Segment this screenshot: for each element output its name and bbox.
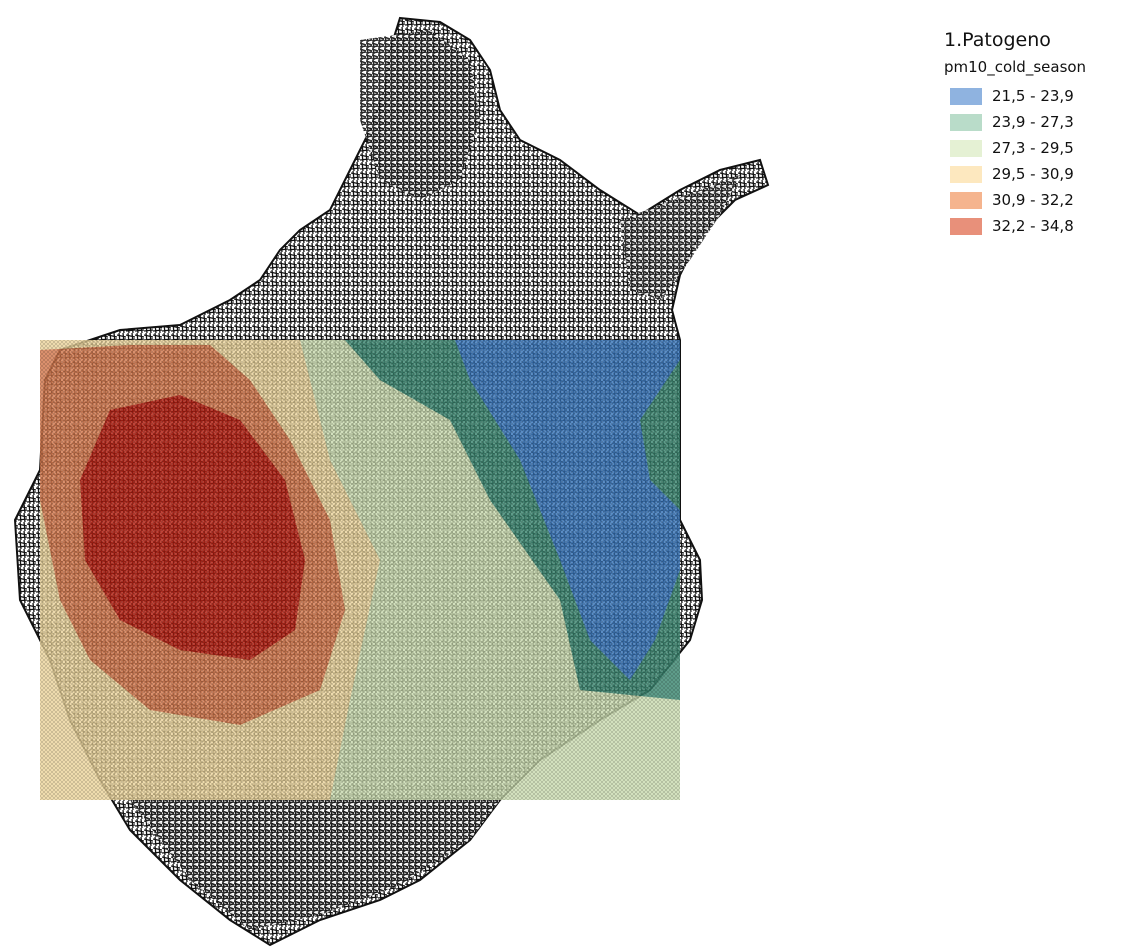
legend-item: 29,5 - 30,9 — [944, 161, 1130, 187]
legend-swatch — [950, 87, 982, 105]
legend-item: 30,9 - 32,2 — [944, 187, 1130, 213]
map-legend: 1.Patogeno pm10_cold_season 21,5 - 23,9 2… — [944, 28, 1130, 239]
legend-swatch — [950, 191, 982, 209]
legend-swatch — [950, 217, 982, 235]
legend-label: 29,5 - 30,9 — [992, 165, 1074, 183]
legend-item: 32,2 - 34,8 — [944, 213, 1130, 239]
dense-east — [620, 175, 740, 300]
legend-label: 27,3 - 29,5 — [992, 139, 1074, 157]
legend-swatch — [950, 165, 982, 183]
legend-label: 21,5 - 23,9 — [992, 87, 1074, 105]
legend-label: 32,2 - 34,8 — [992, 217, 1074, 235]
legend-item: 21,5 - 23,9 — [944, 83, 1130, 109]
legend-item: 27,3 - 29,5 — [944, 135, 1130, 161]
dense-south — [130, 800, 500, 930]
legend-field-name: pm10_cold_season — [944, 58, 1087, 76]
legend-swatch — [950, 113, 982, 131]
legend-title: 1.Patogeno — [944, 29, 1051, 51]
legend-label: 30,9 - 32,2 — [992, 191, 1074, 209]
legend-swatch — [950, 139, 982, 157]
dense-hills — [360, 30, 480, 200]
legend-label: 23,9 - 27,3 — [992, 113, 1074, 131]
legend-item: 23,9 - 27,3 — [944, 109, 1130, 135]
